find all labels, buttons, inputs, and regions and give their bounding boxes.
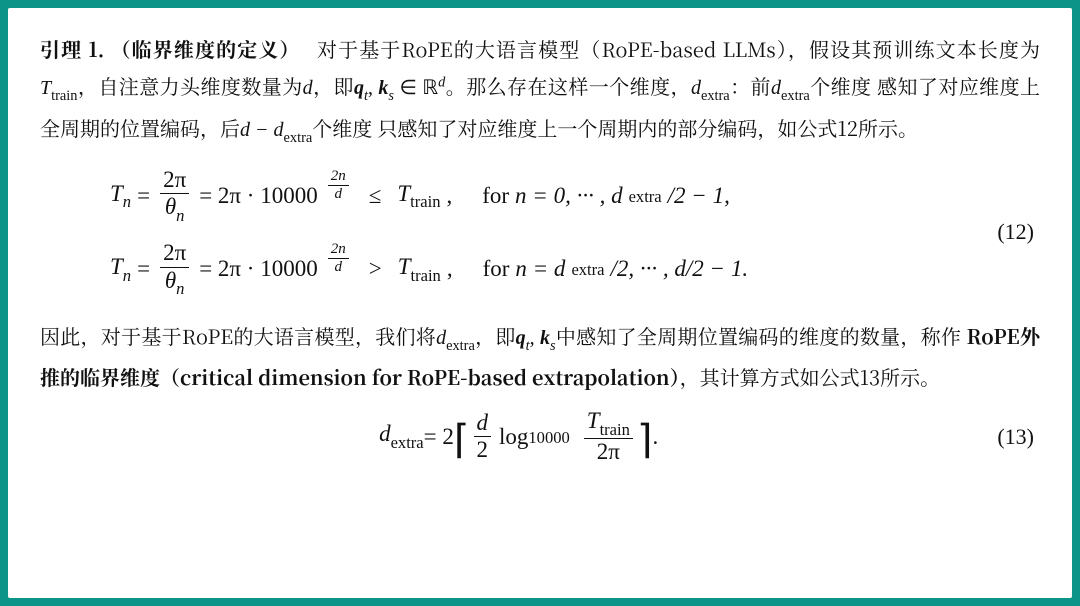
p1-a: 对于基于RoPE的大语言模型（RoPE-based LLMs），假设其预训练文本… xyxy=(317,34,1040,63)
lemma-title: （临界维度的定义） xyxy=(111,34,301,63)
p2-c: 中感知了全周期位置编码的维度的数量，称作 xyxy=(556,321,962,350)
p1-e: ：前 xyxy=(730,71,771,100)
d-extra-1: dextra xyxy=(691,77,730,99)
p2-b: ，即 xyxy=(475,321,516,350)
d-extra-3: dextra xyxy=(436,327,475,349)
equation-12-lines: Tn = 2π θn = 2π · 10000 2n d ≤ Ttrain , … xyxy=(40,168,997,296)
d-extra-2: dextra xyxy=(771,77,810,99)
p1-g: 个维度 只感知了对应维度上一个周期内的部分编码，如公式12所示。 xyxy=(312,113,918,142)
paragraph-1: 引理 1. （临界维度的定义） 对于基于RoPE的大语言模型（RoPE-base… xyxy=(40,30,1040,150)
equation-12: Tn = 2π θn = 2π · 10000 2n d ≤ Ttrain , … xyxy=(40,168,1040,296)
qk-in-Rd: qt, ks ∈ ℝd xyxy=(354,77,445,99)
d-var: d xyxy=(303,77,313,99)
p1-d: 。那么存在这样一个维度， xyxy=(445,71,691,100)
p1-b: ，自注意力头维度数量为 xyxy=(78,71,303,100)
lemma-panel: 引理 1. （临界维度的定义） 对于基于RoPE的大语言模型（RoPE-base… xyxy=(8,8,1072,598)
p1-c: ，即 xyxy=(313,71,354,100)
equation-12-number: (12) xyxy=(997,219,1040,245)
p2-a: 因此，对于基于RoPE的大语言模型，我们将 xyxy=(40,321,436,350)
T-train: Ttrain xyxy=(40,77,78,99)
qk-2: qt, ks xyxy=(516,327,556,349)
equation-12-line-1: Tn = 2π θn = 2π · 10000 2n d ≤ Ttrain , … xyxy=(110,168,997,223)
lemma-label: 引理 1. xyxy=(40,34,104,63)
equation-13-body: dextra = 2 ⌈ d 2 log10000 Ttrain 2π ⌉ . xyxy=(40,409,997,464)
equation-13-number: (13) xyxy=(997,424,1040,450)
d-minus-dextra: d − dextra xyxy=(240,119,312,141)
p2-d: ，其计算方式如公式13所示。 xyxy=(680,362,941,391)
equation-13: dextra = 2 ⌈ d 2 log10000 Ttrain 2π ⌉ . … xyxy=(40,409,1040,464)
critical-dim-paren: （critical dimension for RoPE-based extra… xyxy=(160,362,680,391)
equation-12-line-2: Tn = 2π θn = 2π · 10000 2n d > Ttrain , … xyxy=(110,241,997,296)
paragraph-2: 因此，对于基于RoPE的大语言模型，我们将dextra，即qt, ks中感知了全… xyxy=(40,317,1040,396)
